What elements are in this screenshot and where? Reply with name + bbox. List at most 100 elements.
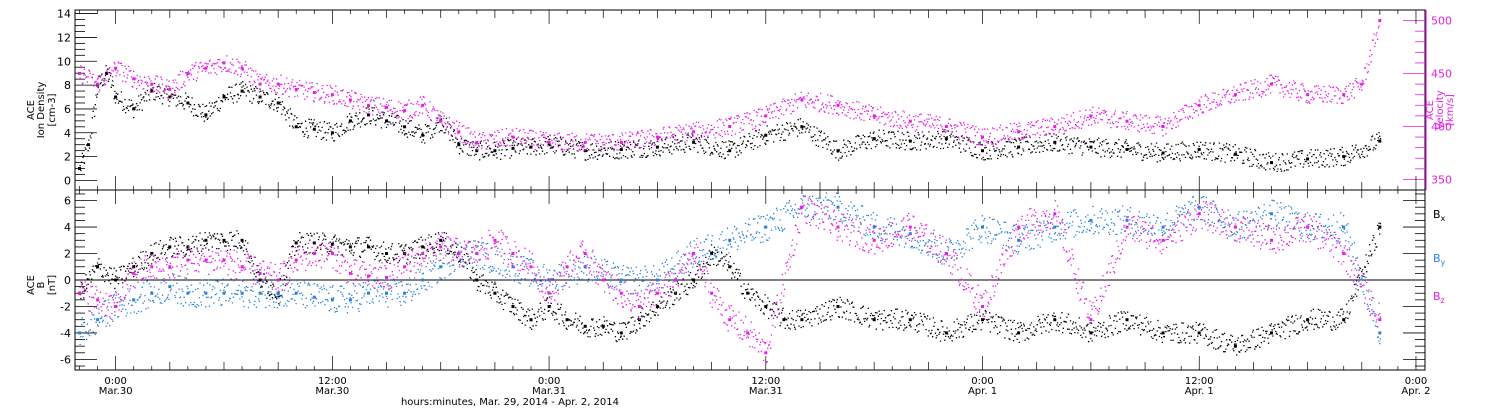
velocity-data-point bbox=[619, 140, 623, 144]
bx-data-point bbox=[800, 318, 804, 322]
ion-density-data-point bbox=[872, 137, 876, 141]
bx-data-point bbox=[710, 252, 714, 255]
ion-density-data-point bbox=[1306, 157, 1310, 161]
ion-density-data-point bbox=[547, 143, 551, 147]
bx-data-point bbox=[944, 331, 948, 335]
ion-density-data-point bbox=[87, 143, 90, 147]
velocity-data-point bbox=[114, 66, 118, 70]
x-tick-date-label: Apr. 1 bbox=[968, 386, 997, 397]
x-tick-time-label: 12:00 bbox=[1185, 376, 1214, 387]
bz-data-point bbox=[619, 291, 623, 295]
x-axis: 0:00Mar.3012:00Mar.300:00Mar.3112:00Mar.… bbox=[79, 10, 1431, 408]
bx-data-point bbox=[872, 318, 876, 322]
by-data-point bbox=[186, 291, 190, 295]
ion-density-data-point bbox=[330, 131, 334, 135]
bz-data-point bbox=[1233, 225, 1237, 229]
bx-data-point bbox=[258, 278, 262, 282]
x-axis-title: hours:minutes, Mar. 29, 2014 - Apr. 2, 2… bbox=[401, 397, 619, 408]
velocity-data-point bbox=[511, 135, 515, 139]
velocity-data-point bbox=[764, 114, 768, 118]
ion-density-data-point bbox=[132, 107, 136, 111]
velocity-scatter-cloud bbox=[79, 13, 1382, 153]
ion-density-points bbox=[78, 64, 1382, 173]
velocity-data-point bbox=[168, 87, 172, 91]
left-tick-label: 4 bbox=[64, 221, 71, 234]
bz-data-point bbox=[78, 291, 81, 295]
ion-density-data-point bbox=[186, 101, 190, 105]
bz-data-point bbox=[186, 258, 190, 262]
right-tick-label: 400 bbox=[1431, 120, 1452, 133]
ion-density-data-point bbox=[1161, 151, 1165, 155]
bz-data-point bbox=[872, 238, 876, 242]
velocity-data-point bbox=[150, 82, 154, 86]
bz-data-point bbox=[421, 252, 425, 255]
by-data-point bbox=[1270, 212, 1273, 216]
ion-density-data-point bbox=[1125, 148, 1129, 151]
ion-density-data-point bbox=[692, 140, 696, 144]
by-data-point bbox=[330, 298, 334, 302]
x-tick-date-label: Apr. 1 bbox=[1185, 386, 1214, 397]
bz-data-point bbox=[114, 305, 118, 308]
x-tick-date-label: Mar.31 bbox=[532, 386, 566, 397]
by-data-point bbox=[583, 265, 587, 269]
velocity-data-point bbox=[1125, 119, 1129, 123]
velocity-data-point bbox=[78, 72, 81, 75]
ion-density-data-point bbox=[655, 145, 659, 149]
bx-data-point bbox=[367, 245, 370, 249]
x-tick-date-label: Mar.30 bbox=[315, 386, 349, 397]
bx-data-point bbox=[385, 252, 388, 255]
velocity-data-point bbox=[385, 105, 388, 109]
bz-data-point bbox=[692, 252, 696, 255]
velocity-data-point bbox=[421, 103, 425, 107]
bx-data-point bbox=[475, 278, 479, 282]
bx-data-point bbox=[981, 318, 984, 322]
ion-density-data-point bbox=[475, 149, 479, 153]
by-data-point bbox=[1197, 205, 1201, 209]
by-data-point bbox=[204, 291, 208, 295]
velocity-data-point bbox=[1342, 93, 1346, 97]
velocity-data-point bbox=[204, 66, 208, 70]
x-tick-date-label: Mar.31 bbox=[749, 386, 783, 397]
by-data-point bbox=[728, 238, 732, 242]
right-tick-label: 500 bbox=[1431, 15, 1452, 28]
by-data-point bbox=[78, 331, 81, 335]
bx-data-point bbox=[908, 318, 912, 322]
bz-data-point bbox=[276, 278, 280, 282]
by-data-point bbox=[981, 225, 984, 229]
ion-density-data-point bbox=[529, 145, 533, 149]
bx-data-point bbox=[1233, 344, 1237, 348]
b-axis-label-line3: [nT] bbox=[47, 275, 58, 295]
bx-data-point bbox=[1342, 318, 1346, 322]
ion-density-data-point bbox=[204, 113, 208, 117]
ion-density-data-point bbox=[240, 89, 244, 93]
velocity-data-point bbox=[312, 91, 316, 95]
by-data-point bbox=[439, 265, 443, 269]
ion-density-data-point bbox=[403, 125, 407, 129]
ion-density-data-point bbox=[1197, 148, 1201, 151]
ion-density-data-point bbox=[105, 71, 109, 75]
velocity-data-point bbox=[186, 72, 190, 75]
ion-density-data-point bbox=[222, 95, 226, 99]
legend-entry-y: By bbox=[1433, 252, 1446, 267]
b-axis-label-line2: B bbox=[36, 281, 47, 288]
bx-data-point bbox=[132, 265, 136, 269]
ion-density-data-point bbox=[78, 167, 81, 170]
right-axis-label-line3: [km/s] bbox=[1445, 94, 1456, 126]
velocity-data-point bbox=[728, 125, 732, 128]
by-points bbox=[78, 192, 1382, 346]
by-data-point bbox=[421, 278, 425, 282]
bz-data-point bbox=[385, 275, 388, 279]
bz-data-point bbox=[330, 252, 334, 255]
by-data-point bbox=[1089, 218, 1093, 222]
legend-entry-z: Bz bbox=[1433, 290, 1445, 305]
ion-density-data-point bbox=[764, 133, 768, 137]
by-data-point bbox=[1161, 225, 1165, 229]
left-tick-label: -2 bbox=[60, 300, 71, 313]
bx-data-point bbox=[204, 238, 208, 242]
ion-density-data-point bbox=[150, 89, 154, 93]
velocity-data-point bbox=[1306, 93, 1310, 97]
left-axis-label-line2: Ion Density bbox=[36, 82, 47, 139]
velocity-data-point bbox=[367, 103, 370, 107]
left-tick-label: 0 bbox=[64, 274, 71, 287]
